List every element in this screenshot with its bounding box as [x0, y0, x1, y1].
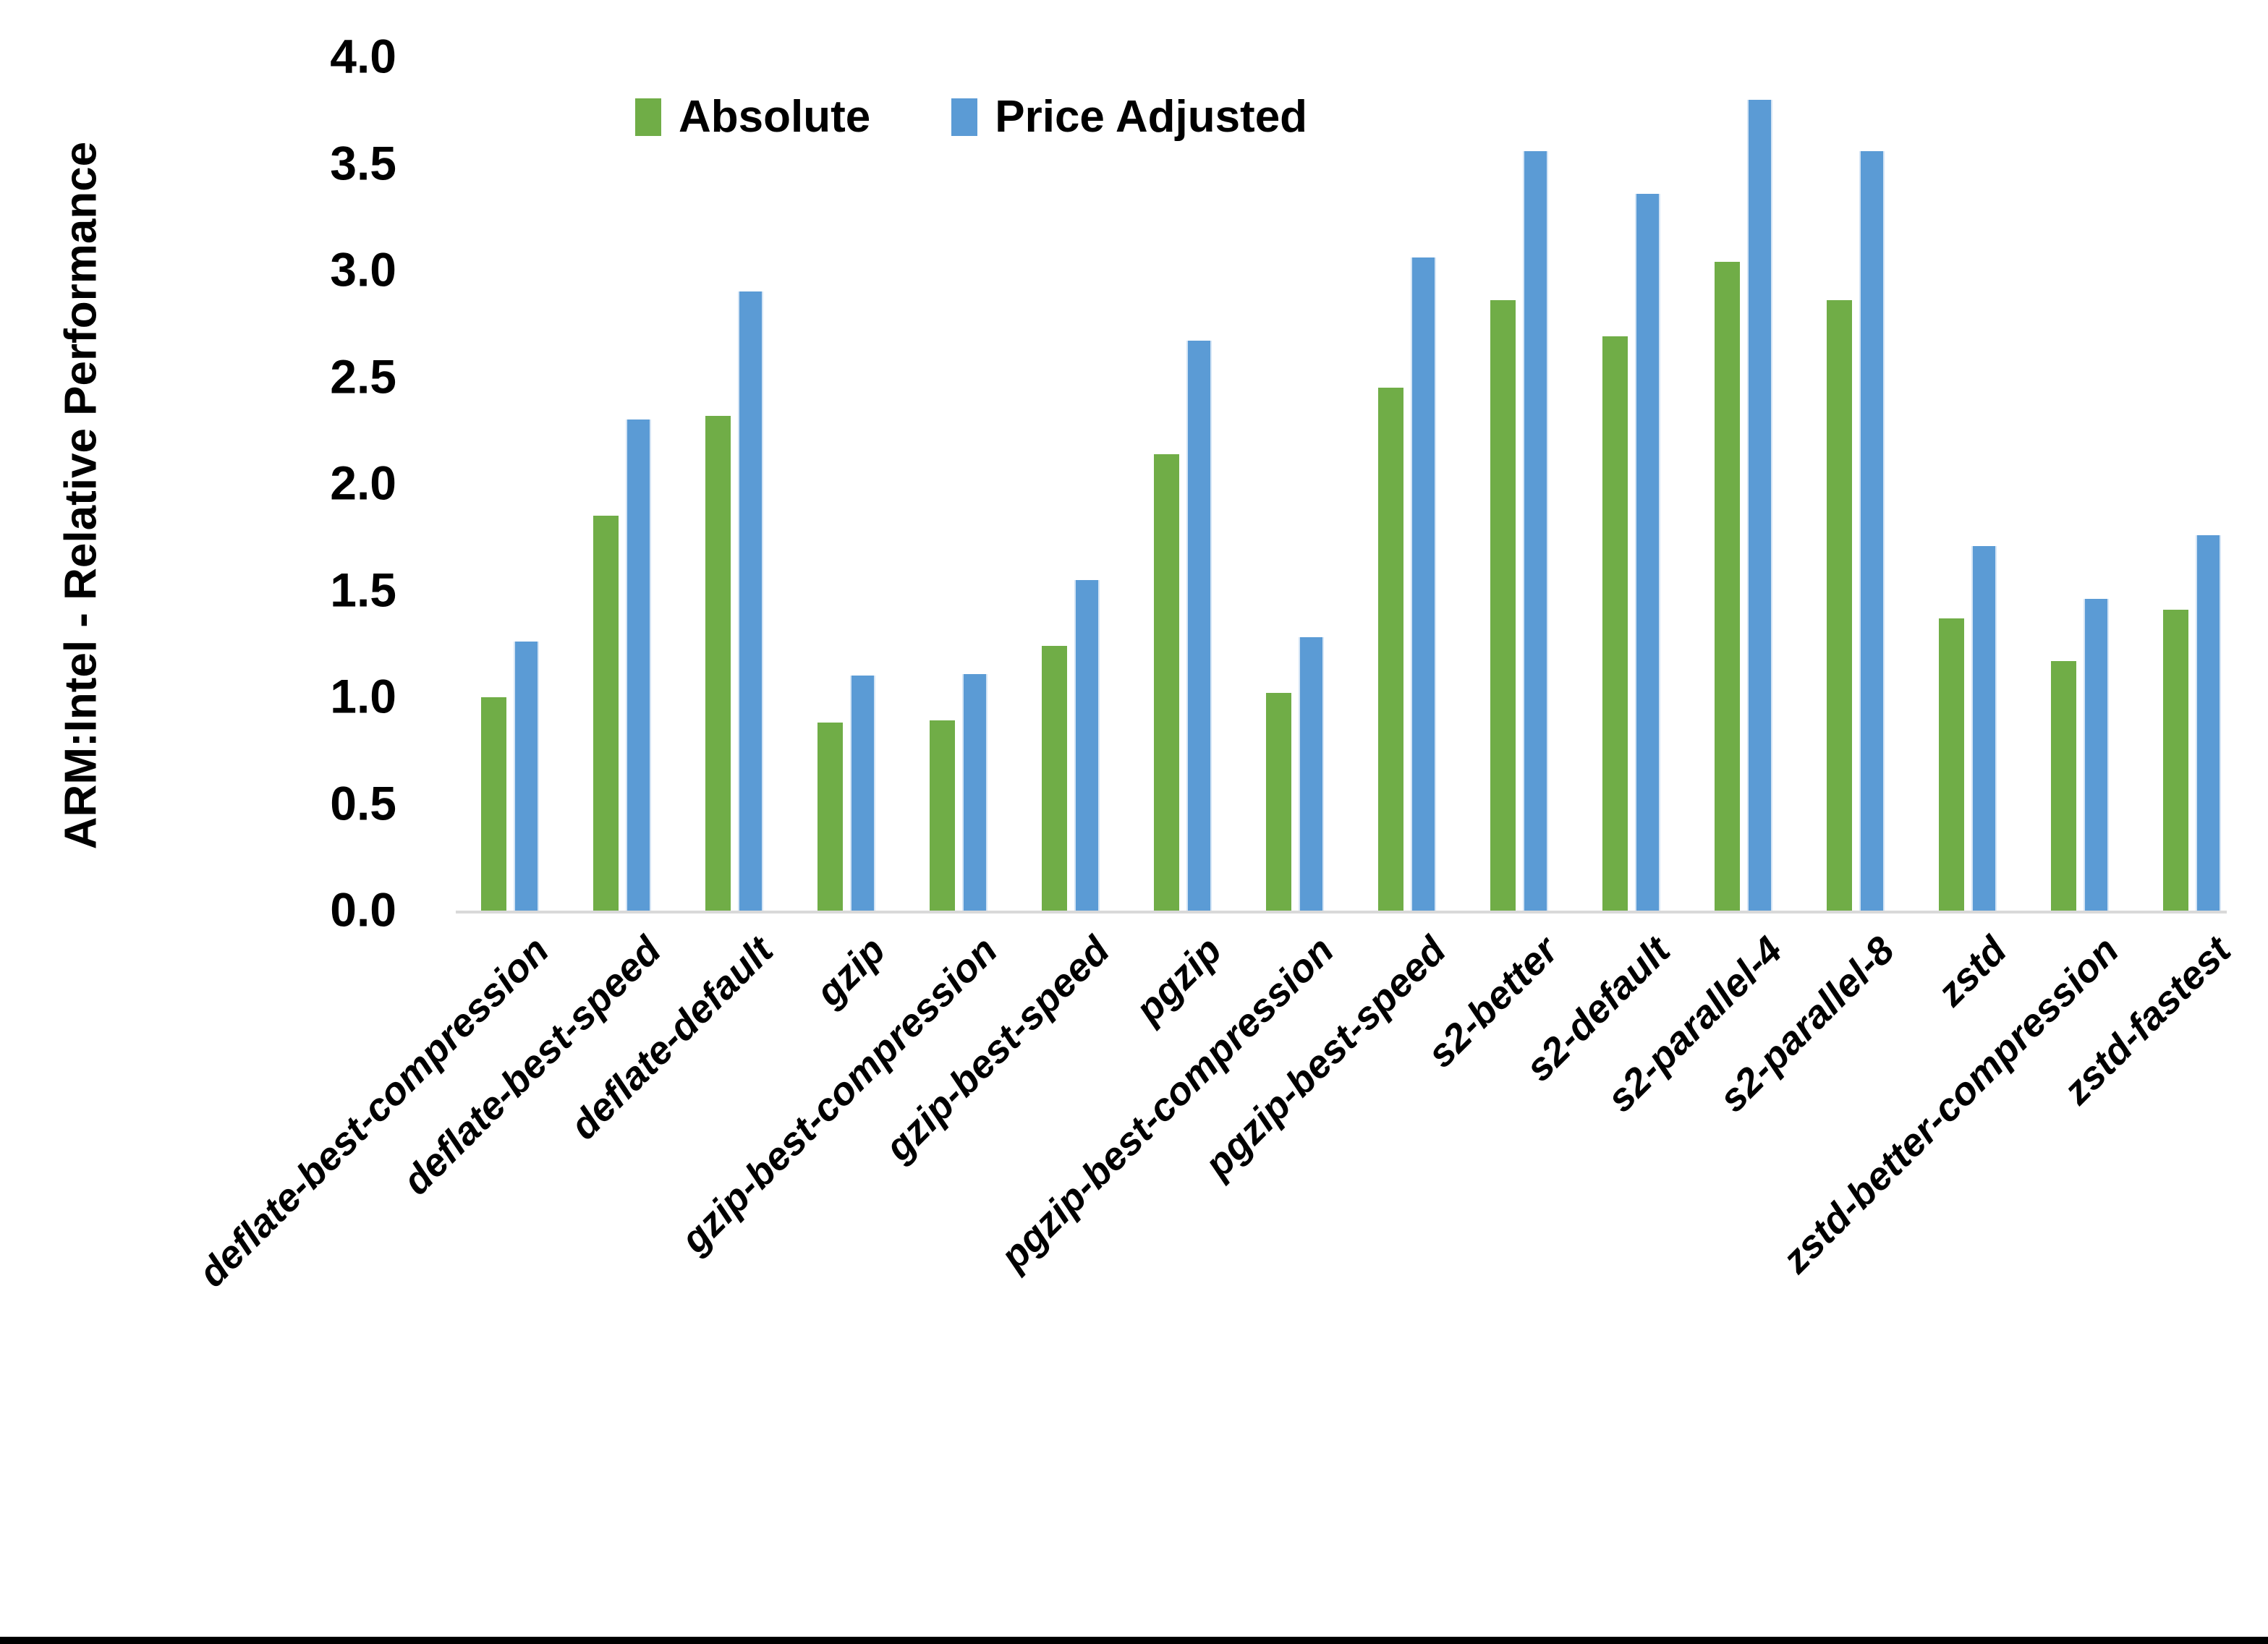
- bar-price-adjusted-gzip-best-speed: [1074, 580, 1100, 911]
- y-tick-label-4.0: 4.0: [330, 29, 396, 83]
- legend-label-absolute: Absolute: [679, 92, 871, 142]
- legend-label-price-adjusted: Price Adjusted: [995, 92, 1308, 142]
- bar-price-adjusted-zstd: [1971, 546, 1997, 911]
- bar-absolute-deflate-best-compression: [481, 697, 506, 911]
- bar-absolute-s2-parallel-4: [1715, 262, 1740, 911]
- bar-absolute-s2-parallel-8: [1827, 300, 1852, 911]
- bar-absolute-zstd-better-compression: [2051, 661, 2076, 911]
- bar-price-adjusted-deflate-best-compression: [514, 642, 539, 911]
- price-adjusted-series-swatch-icon: [951, 98, 978, 136]
- bar-absolute-s2-better: [1490, 300, 1516, 911]
- bar-absolute-s2-default: [1602, 336, 1628, 911]
- bar-price-adjusted-s2-parallel-4: [1747, 100, 1772, 911]
- bar-price-adjusted-deflate-best-speed: [626, 419, 651, 911]
- bar-group-gzip-best-compression: [930, 674, 988, 911]
- bar-price-adjusted-pgzip: [1186, 341, 1212, 911]
- x-axis-label-pgzip: pgzip: [1127, 928, 1231, 1031]
- y-tick-label-2.5: 2.5: [330, 349, 396, 403]
- bar-price-adjusted-gzip-best-compression: [962, 674, 988, 911]
- bar-absolute-deflate-default: [705, 416, 731, 911]
- bar-price-adjusted-zstd-fastest: [2196, 535, 2221, 911]
- bar-group-zstd: [1939, 546, 1997, 911]
- bar-price-adjusted-s2-better: [1523, 151, 1548, 911]
- bar-group-pgzip-best-compression: [1266, 637, 1324, 911]
- absolute-series-swatch-icon: [635, 98, 661, 136]
- bar-absolute-pgzip-best-compression: [1266, 693, 1291, 911]
- x-axis-line: [456, 911, 2227, 913]
- bar-group-gzip: [817, 676, 875, 911]
- bar-absolute-zstd: [1939, 618, 1964, 911]
- bar-group-deflate-best-compression: [481, 642, 539, 911]
- x-axis-label-gzip: gzip: [807, 928, 894, 1015]
- bar-group-s2-parallel-8: [1827, 151, 1885, 911]
- bar-price-adjusted-s2-parallel-8: [1859, 151, 1885, 911]
- bar-absolute-pgzip: [1154, 454, 1179, 911]
- y-tick-label-0.0: 0.0: [330, 882, 396, 937]
- bar-price-adjusted-gzip: [850, 676, 875, 911]
- screenshot-bottom-border: [0, 1637, 2268, 1644]
- bar-price-adjusted-pgzip-best-compression: [1299, 637, 1324, 911]
- bar-group-pgzip-best-speed: [1378, 257, 1436, 911]
- y-tick-label-0.5: 0.5: [330, 775, 396, 830]
- y-tick-label-1.5: 1.5: [330, 562, 396, 616]
- bar-absolute-gzip-best-speed: [1042, 646, 1067, 911]
- y-tick-label-2.0: 2.0: [330, 456, 396, 510]
- bar-group-s2-parallel-4: [1715, 100, 1772, 911]
- bar-price-adjusted-pgzip-best-speed: [1411, 257, 1436, 911]
- bar-group-deflate-best-speed: [593, 419, 651, 911]
- bar-absolute-pgzip-best-speed: [1378, 388, 1403, 911]
- bar-group-zstd-better-compression: [2051, 599, 2109, 911]
- bar-group-s2-better: [1490, 151, 1548, 911]
- bar-price-adjusted-deflate-default: [738, 291, 763, 911]
- bar-price-adjusted-zstd-better-compression: [2084, 599, 2109, 911]
- bar-absolute-gzip-best-compression: [930, 720, 955, 911]
- legend-item-absolute: Absolute: [635, 91, 870, 142]
- y-tick-label-3.0: 3.0: [330, 242, 396, 297]
- legend-item-price-adjusted: Price Adjusted: [951, 91, 1307, 142]
- legend: Absolute Price Adjusted: [635, 91, 1307, 142]
- bar-absolute-zstd-fastest: [2163, 610, 2188, 911]
- bar-group-deflate-default: [705, 291, 763, 911]
- bar-group-pgzip: [1154, 341, 1212, 911]
- bar-group-zstd-fastest: [2163, 535, 2221, 911]
- bar-absolute-deflate-best-speed: [593, 516, 619, 911]
- y-tick-label-1.0: 1.0: [330, 669, 396, 723]
- bar-group-gzip-best-speed: [1042, 580, 1100, 911]
- x-axis-label-zstd: zstd: [1929, 928, 2016, 1015]
- plot-area: [454, 57, 2248, 911]
- bar-group-s2-default: [1602, 194, 1660, 911]
- bar-absolute-gzip: [817, 723, 843, 911]
- bar-price-adjusted-s2-default: [1635, 194, 1660, 911]
- x-axis-label-deflate-default: deflate-default: [561, 928, 782, 1149]
- y-tick-label-3.5: 3.5: [330, 135, 396, 189]
